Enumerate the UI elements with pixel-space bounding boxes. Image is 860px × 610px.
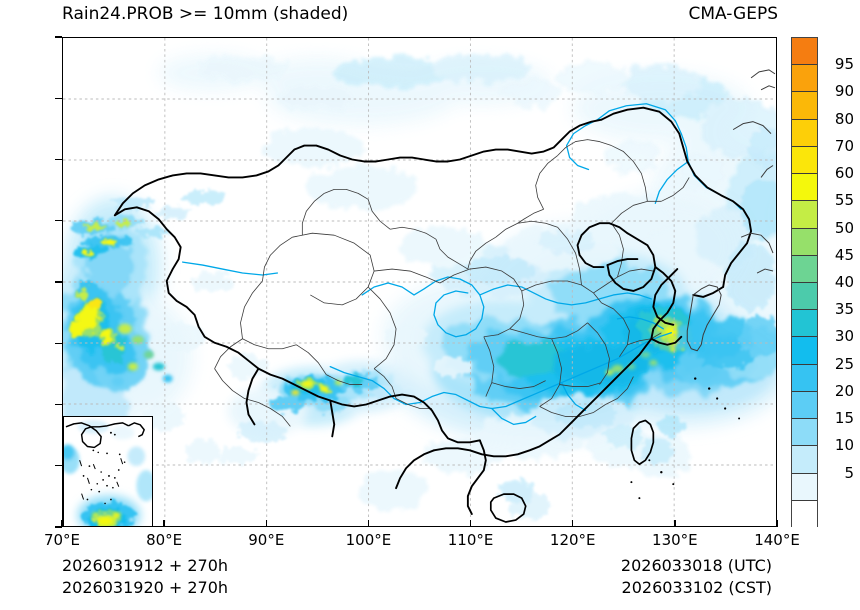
colorbar-tick-label: 55	[834, 191, 854, 210]
colorbar-tick-label: 25	[834, 354, 854, 373]
map-plot-area[interactable]	[62, 37, 777, 527]
x-tick-label: 100°E	[345, 531, 392, 549]
footer-valid-time-utc: 2026033018 (UTC)	[620, 556, 772, 575]
map-gridlines	[63, 38, 776, 526]
colorbar-cell	[792, 364, 817, 392]
footer-init-time-cst: 2026031920 + 270h	[62, 578, 229, 597]
y-tick-mark	[55, 97, 62, 99]
colorbar-tick-label: 15	[834, 409, 854, 428]
colorbar-cell	[792, 119, 817, 147]
page-title: Rain24.PROB >= 10mm (shaded)	[62, 4, 349, 24]
colorbar-cell	[792, 228, 817, 256]
map-islands	[489, 69, 776, 523]
x-tick-mark	[469, 520, 472, 527]
y-tick-mark	[55, 220, 62, 222]
y-tick-mark	[55, 36, 62, 38]
colorbar-tick-label: 90	[834, 82, 854, 101]
x-tick-label: 80°E	[146, 531, 183, 549]
colorbar-cell	[792, 446, 817, 474]
x-tick-mark	[572, 520, 574, 527]
map-canvas	[63, 38, 776, 526]
colorbar-cell	[792, 473, 817, 501]
x-tick-label: 90°E	[248, 531, 285, 549]
colorbar-tick-label: 95	[834, 55, 854, 74]
x-tick-mark	[674, 520, 676, 527]
colorbar-tick-label: 5	[844, 463, 854, 482]
x-tick-label: 110°E	[447, 531, 494, 549]
precip-scattered	[140, 272, 470, 464]
y-tick-mark	[55, 158, 62, 161]
x-tick-mark	[776, 520, 778, 527]
inset-canvas	[64, 417, 152, 526]
colorbar-tick-label: 10	[834, 436, 854, 455]
colorbar-cell	[792, 391, 817, 420]
colorbar-cell	[792, 500, 817, 528]
colorbar-tick-label: 40	[834, 273, 854, 291]
colorbar[interactable]	[791, 37, 818, 528]
y-tick-mark	[55, 281, 62, 283]
x-tick-label: 120°E	[549, 531, 596, 549]
x-tick-mark	[61, 520, 63, 527]
colorbar-tick-label: 50	[834, 218, 854, 237]
colorbar-cell	[792, 201, 817, 229]
colorbar-cell	[792, 310, 817, 338]
colorbar-tick-label: 60	[834, 164, 854, 183]
colorbar-tick-label: 30	[834, 327, 854, 346]
colorbar-tick-label: 20	[834, 381, 854, 400]
colorbar-cell	[792, 337, 817, 365]
colorbar-cell	[792, 92, 817, 120]
x-tick-label: 130°E	[652, 531, 698, 549]
footer-init-time-utc: 2026031912 + 270h	[62, 556, 229, 575]
y-tick-mark	[55, 465, 62, 467]
y-tick-mark	[55, 526, 62, 528]
colorbar-cell	[792, 146, 817, 175]
colorbar-tick-label: 35	[834, 300, 854, 319]
colorbar-tick-label: 70	[834, 136, 854, 155]
colorbar-cell	[792, 283, 817, 311]
precip-north	[197, 53, 776, 312]
south-china-sea-inset	[63, 416, 153, 526]
x-tick-mark	[163, 520, 165, 527]
x-tick-mark	[367, 520, 370, 527]
x-tick-label: 70°E	[43, 531, 81, 549]
map-province-borders	[214, 139, 690, 427]
footer-valid-time-cst: 2026033102 (CST)	[621, 578, 772, 597]
colorbar-cell	[792, 419, 817, 447]
colorbar-tick-label: 80	[834, 109, 854, 128]
colorbar-cell	[792, 255, 817, 283]
y-tick-mark	[55, 342, 62, 344]
y-tick-mark	[55, 403, 62, 406]
colorbar-cell	[792, 65, 817, 93]
colorbar-cell	[792, 174, 817, 202]
model-label: CMA-GEPS	[688, 4, 778, 24]
precip-tibet	[217, 360, 440, 466]
x-tick-mark	[265, 520, 267, 527]
colorbar-tick-label: 45	[834, 245, 854, 264]
x-tick-label: 140°E	[754, 531, 800, 549]
colorbar-cell	[792, 38, 817, 66]
